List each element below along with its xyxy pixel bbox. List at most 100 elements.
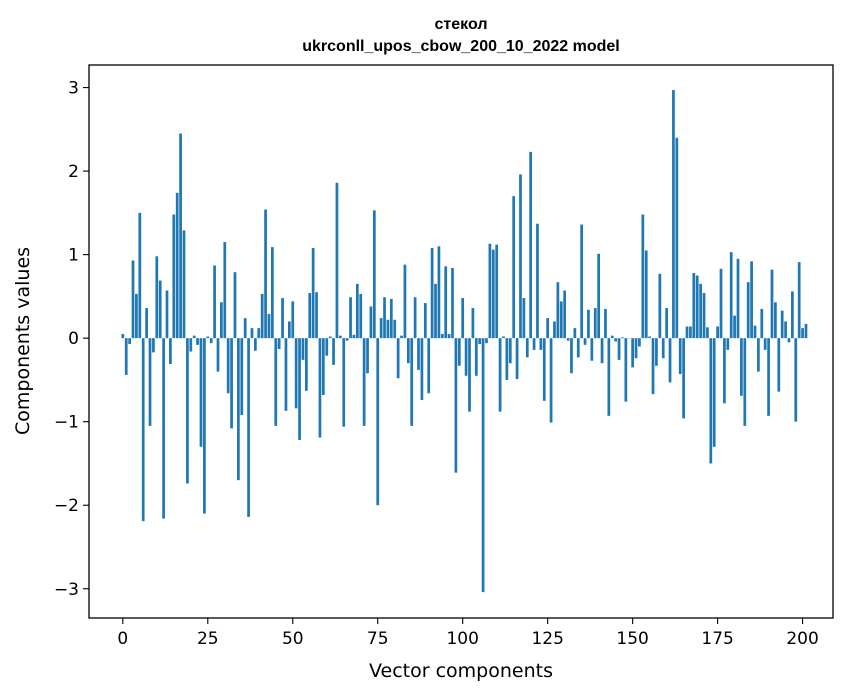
bar-190	[767, 338, 770, 416]
bar-115	[512, 196, 516, 339]
bar-147	[621, 337, 624, 339]
bar-22	[196, 338, 199, 345]
bar-146	[617, 338, 621, 360]
bar-154	[644, 250, 648, 339]
x-tick-label: 125	[531, 629, 563, 649]
bar-131	[566, 338, 570, 341]
bar-100	[461, 298, 465, 339]
bar-47	[281, 298, 284, 339]
y-axis: −3 −2 −1 0 1 2 3	[54, 79, 89, 600]
bar-32	[230, 338, 233, 429]
bar-7	[145, 308, 148, 339]
bar-57	[315, 292, 318, 339]
bar-158	[658, 273, 662, 339]
bar-81	[396, 338, 400, 379]
bar-42	[264, 209, 267, 339]
bar-40	[257, 328, 261, 339]
bar-122	[536, 223, 539, 339]
bar-176	[719, 268, 723, 339]
bar-37	[247, 338, 250, 517]
bar-52	[298, 338, 301, 441]
x-tick-label: 100	[446, 629, 478, 649]
x-tick-label: 0	[117, 629, 128, 649]
bar-107	[485, 338, 488, 344]
bar-101	[464, 338, 468, 376]
bar-160	[665, 308, 668, 339]
bar-48	[284, 338, 288, 411]
x-tick-label: 200	[786, 629, 818, 649]
bar-85	[410, 338, 414, 426]
bar-36	[243, 318, 247, 339]
bar-167	[689, 326, 692, 339]
bar-103	[471, 308, 475, 339]
bar-198	[794, 338, 798, 422]
bar-96	[447, 333, 451, 339]
bar-78	[386, 319, 390, 339]
bar-104	[474, 338, 478, 376]
bar-183	[743, 338, 747, 426]
bar-200	[801, 328, 804, 339]
bar-180	[733, 315, 736, 339]
bar-179	[729, 252, 733, 339]
bar-102	[468, 338, 471, 412]
bar-178	[726, 338, 730, 350]
bar-109	[491, 249, 495, 339]
bar-18	[182, 230, 186, 339]
bar-2	[128, 338, 131, 345]
bar-80	[393, 319, 397, 339]
y-tick-label: −3	[54, 580, 79, 600]
bar-43	[267, 313, 271, 339]
bar-79	[389, 298, 393, 339]
bar-145	[614, 338, 618, 342]
x-axis: 0 25 50 75 100 125 150 175 200	[117, 618, 819, 649]
bar-35	[240, 338, 244, 416]
bar-19	[186, 338, 189, 484]
bar-120	[529, 151, 533, 339]
bar-188	[760, 308, 764, 339]
bar-139	[593, 308, 597, 339]
x-tick-label: 75	[367, 629, 389, 649]
bar-74	[372, 210, 376, 339]
bar-161	[668, 338, 672, 383]
bar-152	[638, 338, 641, 347]
bar-165	[682, 338, 685, 419]
bar-114	[508, 338, 512, 364]
bar-185	[750, 261, 753, 339]
bar-70	[359, 293, 363, 339]
bar-89	[423, 303, 427, 339]
y-axis-label: Components values	[12, 247, 34, 435]
bar-15	[172, 214, 176, 339]
bar-5	[138, 212, 142, 339]
bar-175	[716, 326, 719, 339]
bar-11	[158, 280, 162, 339]
bar-82	[400, 335, 403, 339]
bar-34	[237, 338, 240, 481]
x-tick-label: 150	[616, 629, 648, 649]
bar-26	[209, 338, 213, 344]
bar-127	[553, 321, 556, 339]
bar-10	[155, 256, 159, 339]
bar-83	[403, 264, 407, 339]
bar-142	[604, 308, 607, 339]
bar-172	[706, 327, 709, 339]
y-tick-label: 3	[68, 79, 79, 99]
bar-174	[712, 338, 716, 447]
bar-84	[406, 338, 410, 364]
y-tick-label: −2	[54, 496, 79, 516]
bar-195	[784, 321, 787, 339]
x-tick-label: 25	[197, 629, 219, 649]
bar-16	[175, 192, 179, 339]
bar-3	[131, 260, 135, 339]
bar-28	[216, 338, 220, 372]
bar-46	[277, 338, 281, 350]
bar-45	[274, 338, 278, 426]
bar-184	[746, 282, 750, 339]
bar-193	[777, 338, 781, 392]
bar-97	[451, 267, 454, 339]
bar-173	[709, 338, 713, 464]
bar-163	[675, 137, 679, 339]
bar-117	[519, 174, 522, 339]
bar-75	[376, 338, 380, 506]
bar-166	[685, 326, 689, 339]
